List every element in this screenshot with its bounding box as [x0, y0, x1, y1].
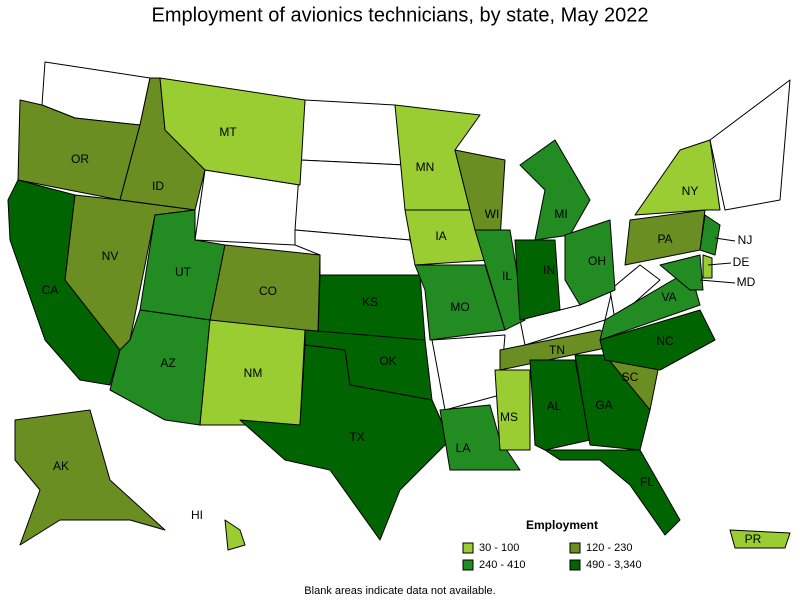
state-shape: [514, 239, 561, 321]
state-label: CO: [259, 284, 277, 298]
state-label: OH: [588, 254, 606, 268]
state-label: NC: [656, 334, 674, 348]
map-title: Employment of avionics technicians, by s…: [152, 4, 649, 26]
legend-label: 490 - 3,340: [586, 559, 642, 571]
state-shape: [224, 519, 246, 551]
state-label: IA: [435, 229, 446, 243]
state-label: UT: [175, 265, 192, 279]
legend-swatch: [462, 559, 474, 571]
state-label: AK: [53, 459, 69, 473]
state-shape: [699, 214, 721, 256]
state-shape: [159, 77, 306, 186]
states: OR ID MT CA NV UT CO AZ NM KS OK TX MN IA WI MO IL IN MI OH…: [7, 77, 791, 551]
state-shape: [599, 269, 701, 341]
legend-title: Employment: [526, 518, 598, 532]
state-shape: [529, 359, 591, 451]
state-shape: [544, 449, 681, 536]
state-label: WI: [485, 207, 500, 221]
state-label: TN: [549, 343, 565, 357]
state-shape: [14, 409, 166, 546]
leader-line: [707, 262, 732, 266]
state-shape: [64, 194, 196, 351]
state-label: CA: [42, 283, 59, 297]
leader-lines: [699, 237, 736, 284]
state-label: HI: [191, 508, 203, 522]
legend-label: 120 - 230: [586, 542, 632, 554]
legend-label: 240 - 410: [479, 559, 525, 571]
state-shape: [414, 264, 506, 341]
state-shape: [431, 334, 506, 411]
state-shape: [239, 344, 451, 541]
state-label: DE: [733, 255, 750, 269]
state-shape: [702, 254, 713, 279]
state-shape: [519, 139, 591, 241]
state-label: PA: [657, 232, 672, 246]
state-label: KS: [362, 295, 378, 309]
legend-swatch: [569, 559, 581, 571]
state-label: IN: [543, 263, 555, 277]
state-label: MI: [554, 207, 567, 221]
state-label: MN: [416, 160, 435, 174]
state-shape: [494, 369, 531, 451]
legend-swatch: [462, 542, 474, 554]
state-label: AL: [547, 399, 562, 413]
state-label: AZ: [160, 356, 175, 370]
state-label: OK: [379, 354, 396, 368]
footnote: Blank areas indicate data not available.: [304, 585, 495, 597]
state-label: OR: [71, 152, 89, 166]
state-shape: [634, 139, 721, 216]
state-label: MT: [219, 125, 237, 139]
state-shape: [564, 219, 616, 306]
state-shape: [439, 404, 521, 471]
state-shape: [299, 99, 406, 166]
state-label: FL: [640, 475, 654, 489]
legend: 30 - 100 120 - 230 240 - 410 490 - 3,340: [462, 542, 642, 571]
state-label: SC: [622, 370, 639, 384]
state-label: VA: [661, 290, 676, 304]
leader-line: [714, 237, 736, 242]
state-label: NM: [244, 366, 263, 380]
state-shape: [709, 79, 791, 211]
state-label: NY: [682, 184, 699, 198]
state-label: MS: [500, 410, 518, 424]
state-label: PR: [745, 532, 762, 546]
state-shape: [609, 264, 661, 321]
state-label: MO: [450, 300, 469, 314]
state-label: NV: [102, 249, 119, 263]
state-shape: [474, 229, 526, 331]
state-label: TX: [349, 430, 364, 444]
state-label: LA: [456, 441, 471, 455]
state-label: GA: [595, 398, 612, 412]
state-label: NJ: [738, 233, 753, 247]
state-label: IL: [502, 269, 512, 283]
legend-swatch: [569, 542, 581, 554]
state-shape: [294, 159, 411, 241]
state-label: ID: [152, 179, 164, 193]
state-shape: [729, 529, 791, 549]
state-shape: [599, 309, 716, 371]
state-shape: [659, 254, 704, 291]
leader-line: [699, 279, 736, 284]
legend-label: 30 - 100: [479, 542, 519, 554]
state-label: MD: [737, 275, 756, 289]
